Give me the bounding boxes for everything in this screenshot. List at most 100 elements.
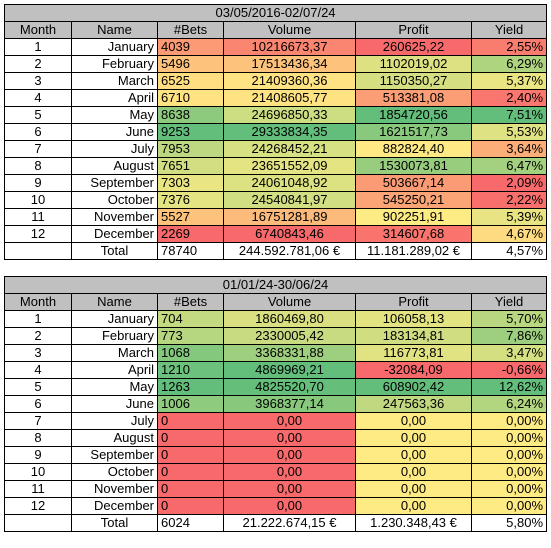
cell: April xyxy=(71,89,158,107)
cell: 11 xyxy=(4,208,72,226)
table-title: 01/01/24-30/06/24 xyxy=(3,276,548,294)
data-row: 7 July 7953 24268452,21 882824,40 3,64% xyxy=(4,140,548,158)
cell: -0,66% xyxy=(470,361,548,379)
cell: 0,00 xyxy=(223,429,356,447)
cell: 2 xyxy=(4,327,72,345)
cell: October xyxy=(71,191,158,209)
cell: 4,67% xyxy=(470,225,548,243)
cell: 9253 xyxy=(157,123,224,141)
data-table: 03/05/2016-02/07/24 Month Name #Bets Volume P… xyxy=(3,4,548,260)
cell: 7,51% xyxy=(470,106,548,124)
total-cell: 1.230.348,43 € xyxy=(355,514,472,532)
data-row: 11 November 5527 16751281,89 902251,91 5,39% xyxy=(4,208,548,226)
cell: January xyxy=(71,310,158,328)
column-header: Yield xyxy=(470,21,548,39)
cell: 0,00 xyxy=(223,480,356,498)
cell: 4825520,70 xyxy=(223,378,356,396)
cell: 5496 xyxy=(157,55,224,73)
cell: 0,00 xyxy=(223,412,356,430)
cell xyxy=(4,242,72,260)
cell: 7 xyxy=(4,140,72,158)
cell: 9 xyxy=(4,446,72,464)
data-row: 4 April 6710 21408605,77 513381,08 2,40% xyxy=(4,89,548,107)
cell: 0,00% xyxy=(470,429,548,447)
cell: 5,37% xyxy=(470,72,548,90)
cell: 6525 xyxy=(157,72,224,90)
data-row: 2 February 773 2330005,42 183134,81 7,86% xyxy=(4,327,548,345)
data-row: 3 March 1068 3368331,88 116773,81 3,47% xyxy=(4,344,548,362)
column-header: Month xyxy=(4,21,72,39)
cell: 0,00 xyxy=(223,446,356,464)
cell: 0,00% xyxy=(470,480,548,498)
cell: 1860469,80 xyxy=(223,310,356,328)
total-cell: 6024 xyxy=(157,514,224,532)
data-row: 8 August 7651 23651552,09 1530073,81 6,47% xyxy=(4,157,548,175)
data-row: 10 October 0 0,00 0,00 0,00% xyxy=(4,463,548,481)
cell: January xyxy=(71,38,158,56)
column-header: Profit xyxy=(355,293,472,311)
cell: 4039 xyxy=(157,38,224,56)
data-row: 2 February 5496 17513436,34 1102019,02 6,29% xyxy=(4,55,548,73)
cell: 0,00% xyxy=(470,412,548,430)
cell: 12,62% xyxy=(470,378,548,396)
data-table: 01/01/24-30/06/24 Month Name #Bets Volume Pro… xyxy=(3,276,548,532)
cell: December xyxy=(71,225,158,243)
cell: 882824,40 xyxy=(355,140,472,158)
data-row: 9 September 7303 24061048,92 503667,14 2,09% xyxy=(4,174,548,192)
cell: 0,00 xyxy=(355,463,472,481)
column-header: #Bets xyxy=(157,21,224,39)
cell: 5 xyxy=(4,106,72,124)
cell: 513381,08 xyxy=(355,89,472,107)
cell: 314607,68 xyxy=(355,225,472,243)
cell: 21408605,77 xyxy=(223,89,356,107)
data-row: 1 January 4039 10216673,37 260625,22 2,55% xyxy=(4,38,548,56)
cell: 9 xyxy=(4,174,72,192)
cell: 2,40% xyxy=(470,89,548,107)
cell: 4 xyxy=(4,89,72,107)
data-row: 11 November 0 0,00 0,00 0,00% xyxy=(4,480,548,498)
cell: September xyxy=(71,446,158,464)
title-row: 01/01/24-30/06/24 xyxy=(3,276,548,294)
cell: 1621517,73 xyxy=(355,123,472,141)
cell: 7,86% xyxy=(470,327,548,345)
cell: 5,70% xyxy=(470,310,548,328)
cell: 2,22% xyxy=(470,191,548,209)
data-row: 7 July 0 0,00 0,00 0,00% xyxy=(4,412,548,430)
cell: 247563,36 xyxy=(355,395,472,413)
total-row: Total 78740 244.592.781,06 €11.181.289,02 … xyxy=(4,242,548,260)
data-row: 5 May 1263 4825520,70 608902,42 12,62% xyxy=(4,378,548,396)
cell: November xyxy=(71,208,158,226)
page: 03/05/2016-02/07/24 Month Name #Bets Volume P… xyxy=(3,4,548,548)
cell: 1210 xyxy=(157,361,224,379)
cell: 0,00% xyxy=(470,446,548,464)
data-row: 8 August 0 0,00 0,00 0,00% xyxy=(4,429,548,447)
cell: 3,47% xyxy=(470,344,548,362)
cell: 1102019,02 xyxy=(355,55,472,73)
data-row: 12 December 2269 6740843,46 314607,68 4,67% xyxy=(4,225,548,243)
cell: -32084,09 xyxy=(355,361,472,379)
cell: 17513436,34 xyxy=(223,55,356,73)
cell: 1854720,56 xyxy=(355,106,472,124)
total-cell: 5,80% xyxy=(470,514,548,532)
total-cell: Total xyxy=(71,514,158,532)
cell: 3,64% xyxy=(470,140,548,158)
cell: August xyxy=(71,429,158,447)
cell: 1068 xyxy=(157,344,224,362)
cell: 24696850,33 xyxy=(223,106,356,124)
cell: 773 xyxy=(157,327,224,345)
cell: May xyxy=(71,378,158,396)
cell: 0,00 xyxy=(355,446,472,464)
cell: 0,00 xyxy=(223,497,356,515)
cell: July xyxy=(71,140,158,158)
cell: 6,47% xyxy=(470,157,548,175)
cell: November xyxy=(71,480,158,498)
cell: 2,09% xyxy=(470,174,548,192)
cell: 1006 xyxy=(157,395,224,413)
cell: August xyxy=(71,157,158,175)
cell: 0,00 xyxy=(355,429,472,447)
title-row: 03/05/2016-02/07/24 xyxy=(3,4,548,22)
cell: 704 xyxy=(157,310,224,328)
cell: September xyxy=(71,174,158,192)
total-cell: Total xyxy=(71,242,158,260)
cell: 4 xyxy=(4,361,72,379)
